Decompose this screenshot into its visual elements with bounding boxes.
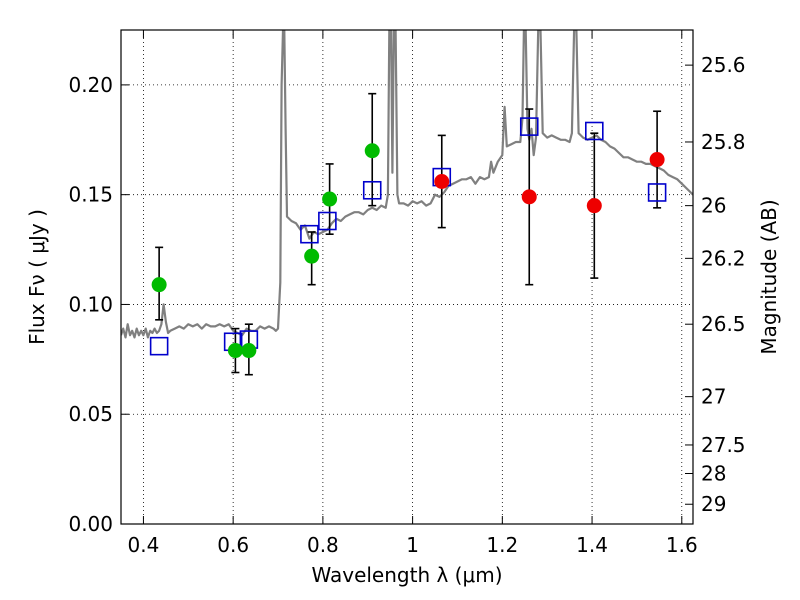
model-photometry-marker	[647, 183, 667, 202]
model-photometry-marker	[318, 211, 337, 231]
y-tick-label: 0.20	[68, 73, 113, 97]
model-photometry-marker	[519, 117, 539, 136]
y-axis-right: 25.6 25.8 26 26.2 26.5 27 27.5 28 29	[685, 53, 746, 516]
y-tick-label: 0.05	[68, 402, 113, 426]
right-tick-label: 26.2	[701, 246, 746, 270]
plot-area	[121, 30, 693, 376]
x-tick-label: 1.4	[576, 533, 608, 557]
right-tick-label: 25.6	[701, 53, 746, 77]
right-tick-label: 25.8	[701, 130, 746, 154]
observed-flux-marker	[227, 343, 243, 359]
right-tick-label: 26.5	[701, 312, 746, 336]
observed-flux-marker	[241, 343, 257, 359]
right-tick-label: 29	[701, 492, 726, 516]
x-tick-label: 1	[406, 533, 419, 557]
right-tick-label: 27	[701, 385, 726, 409]
spectrum-line	[121, 30, 693, 339]
observed-flux-marker	[649, 152, 665, 168]
x-tick-label: 0.6	[217, 533, 249, 557]
y-tick-label: 0.00	[68, 512, 113, 536]
x-tick-label: 1.6	[666, 533, 698, 557]
model-photometry-marker	[300, 224, 319, 244]
x-axis-label: Wavelength λ (μm)	[311, 563, 502, 587]
model-photometry-marker	[362, 180, 382, 200]
observed-flux-marker	[586, 198, 602, 214]
x-tick-label: 0.4	[128, 533, 160, 557]
x-axis: 0.4 0.6 0.8 1 1.2 1.4 1.6	[128, 30, 698, 557]
observed-flux-marker	[434, 173, 450, 189]
x-tick-label: 0.8	[307, 533, 339, 557]
right-tick-label: 26	[701, 194, 726, 218]
observed-flux-marker	[364, 143, 380, 159]
y-tick-label: 0.10	[68, 292, 113, 316]
right-tick-label: 28	[701, 462, 726, 486]
model-photometry-marker	[585, 121, 604, 141]
x-tick-label: 1.2	[486, 533, 518, 557]
observed-flux-marker	[304, 248, 320, 264]
y-axis-left: 0.00 0.05 0.10 0.15 0.20	[68, 73, 129, 536]
y-axis-right-label: Magnitude (AB)	[757, 199, 781, 354]
observed-flux-marker	[151, 277, 167, 293]
observed-flux-marker	[322, 191, 338, 207]
y-tick-label: 0.15	[68, 183, 113, 207]
model-photometry-marker	[149, 336, 169, 356]
right-tick-label: 27.5	[701, 433, 746, 457]
plot-frame	[120, 29, 694, 525]
y-axis-label: Flux Fν ( μJy )	[25, 209, 49, 345]
observed-flux-marker	[521, 189, 537, 205]
